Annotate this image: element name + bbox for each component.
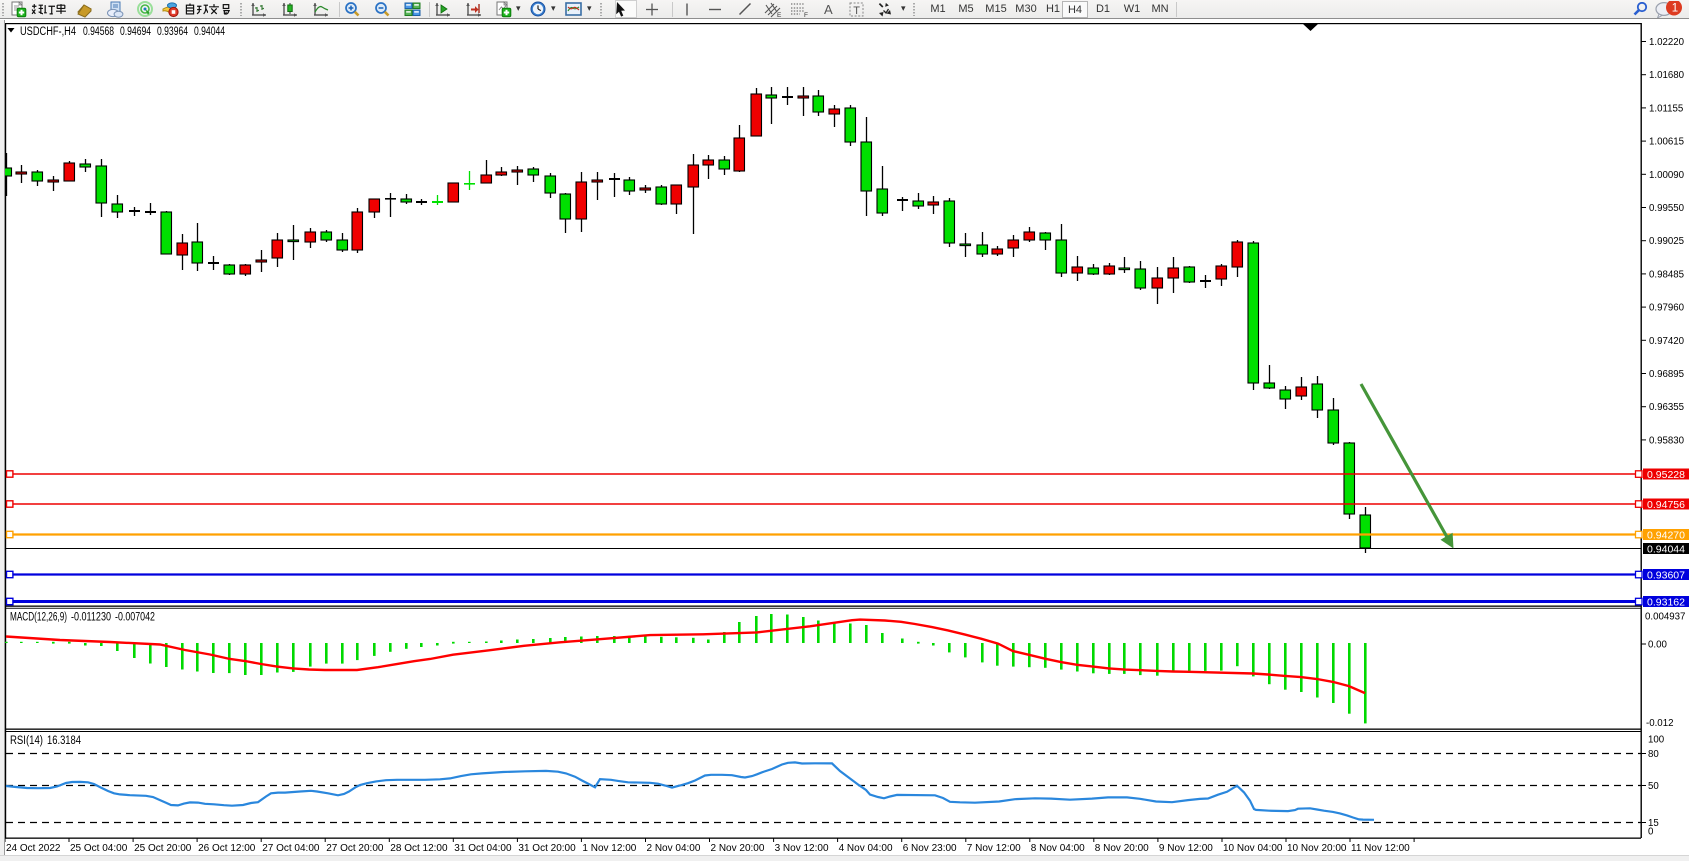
svg-text:27 Oct 20:00: 27 Oct 20:00 bbox=[326, 843, 384, 854]
svg-text:-0.011230: -0.011230 bbox=[71, 612, 111, 624]
svg-text:0.96355: 0.96355 bbox=[1649, 402, 1684, 413]
svg-text:7 Nov 12:00: 7 Nov 12:00 bbox=[967, 843, 1021, 854]
svg-text:11 Nov 12:00: 11 Nov 12:00 bbox=[1351, 843, 1410, 854]
svg-text:RSI(14): RSI(14) bbox=[10, 735, 43, 747]
svg-text:1.01680: 1.01680 bbox=[1649, 70, 1685, 81]
svg-text:80: 80 bbox=[1648, 749, 1659, 760]
svg-text:USDCHF-,H4: USDCHF-,H4 bbox=[20, 26, 76, 38]
svg-text:2 Nov 20:00: 2 Nov 20:00 bbox=[711, 843, 765, 854]
svg-text:1.00615: 1.00615 bbox=[1649, 137, 1684, 148]
svg-text:0: 0 bbox=[1648, 827, 1654, 838]
svg-text:25 Oct 20:00: 25 Oct 20:00 bbox=[134, 843, 192, 854]
svg-text:25 Oct 04:00: 25 Oct 04:00 bbox=[70, 843, 128, 854]
svg-text:0.96895: 0.96895 bbox=[1649, 369, 1684, 380]
svg-text:0.97420: 0.97420 bbox=[1649, 336, 1685, 347]
svg-text:0.95228: 0.95228 bbox=[1647, 470, 1685, 481]
svg-text:A: A bbox=[824, 2, 833, 17]
svg-text:0.99550: 0.99550 bbox=[1649, 203, 1685, 214]
svg-text:MACD(12,26,9): MACD(12,26,9) bbox=[10, 612, 67, 624]
svg-text:0.94044: 0.94044 bbox=[1647, 544, 1685, 555]
svg-text:0.95830: 0.95830 bbox=[1649, 435, 1685, 446]
svg-text:0.94568: 0.94568 bbox=[83, 26, 114, 38]
svg-text:0.93964: 0.93964 bbox=[157, 26, 188, 38]
svg-text:28 Oct 12:00: 28 Oct 12:00 bbox=[390, 843, 448, 854]
svg-text:9 Nov 12:00: 9 Nov 12:00 bbox=[1159, 843, 1213, 854]
svg-text:1.02220: 1.02220 bbox=[1649, 37, 1685, 48]
svg-text:8 Nov 20:00: 8 Nov 20:00 bbox=[1095, 843, 1149, 854]
svg-text:3 Nov 12:00: 3 Nov 12:00 bbox=[775, 843, 829, 854]
svg-text:E: E bbox=[777, 12, 782, 18]
svg-text:27 Oct 04:00: 27 Oct 04:00 bbox=[262, 843, 320, 854]
svg-text:2 Nov 04:00: 2 Nov 04:00 bbox=[647, 843, 701, 854]
svg-text:16.3184: 16.3184 bbox=[47, 735, 81, 747]
svg-text:0.97960: 0.97960 bbox=[1649, 303, 1685, 314]
svg-text:15: 15 bbox=[1648, 818, 1659, 829]
svg-text:10 Nov 20:00: 10 Nov 20:00 bbox=[1287, 843, 1347, 854]
svg-text:31 Oct 04:00: 31 Oct 04:00 bbox=[454, 843, 512, 854]
svg-text:1.01155: 1.01155 bbox=[1649, 103, 1683, 114]
svg-text:0.004937: 0.004937 bbox=[1645, 612, 1685, 623]
svg-text:4 Nov 04:00: 4 Nov 04:00 bbox=[839, 843, 893, 854]
svg-text:0.94044: 0.94044 bbox=[194, 26, 225, 38]
svg-text:26 Oct 12:00: 26 Oct 12:00 bbox=[198, 843, 256, 854]
svg-text:-0.007042: -0.007042 bbox=[115, 612, 155, 624]
svg-text:1: 1 bbox=[1672, 3, 1678, 15]
svg-text:0.94270: 0.94270 bbox=[1647, 530, 1685, 541]
svg-text:-0.012: -0.012 bbox=[1646, 718, 1673, 729]
svg-text:F: F bbox=[804, 12, 808, 18]
svg-text:0.00: 0.00 bbox=[1648, 640, 1667, 651]
svg-text:0.94756: 0.94756 bbox=[1647, 500, 1685, 511]
svg-text:0.93162: 0.93162 bbox=[1647, 597, 1685, 608]
svg-text:0.98485: 0.98485 bbox=[1649, 269, 1684, 280]
svg-text:0.94694: 0.94694 bbox=[120, 26, 151, 38]
svg-text:10 Nov 04:00: 10 Nov 04:00 bbox=[1223, 843, 1283, 854]
svg-text:1.00090: 1.00090 bbox=[1649, 170, 1685, 181]
svg-text:0.99025: 0.99025 bbox=[1649, 236, 1684, 247]
svg-text:31 Oct 20:00: 31 Oct 20:00 bbox=[518, 843, 576, 854]
svg-text:0.93607: 0.93607 bbox=[1647, 570, 1685, 581]
svg-text:6 Nov 23:00: 6 Nov 23:00 bbox=[903, 843, 957, 854]
svg-text:100: 100 bbox=[1648, 735, 1665, 746]
svg-text:8 Nov 04:00: 8 Nov 04:00 bbox=[1031, 843, 1085, 854]
svg-text:1 Nov 12:00: 1 Nov 12:00 bbox=[582, 843, 636, 854]
svg-text:50: 50 bbox=[1648, 781, 1659, 792]
svg-text:24 Oct 2022: 24 Oct 2022 bbox=[6, 843, 61, 854]
svg-text:T: T bbox=[853, 5, 860, 17]
